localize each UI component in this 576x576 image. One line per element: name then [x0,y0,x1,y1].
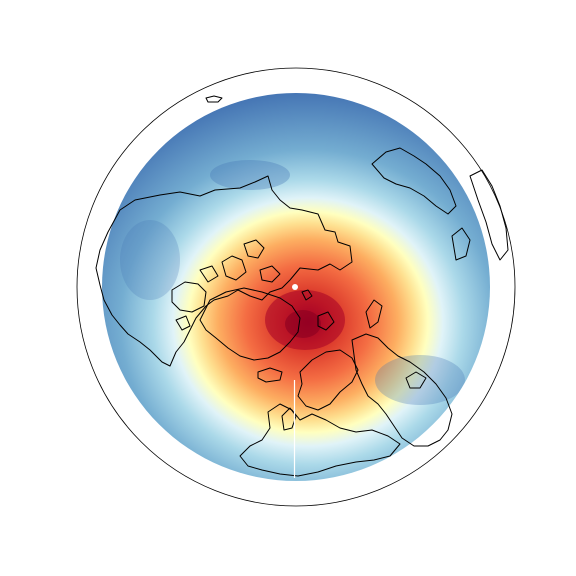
coastline-iceland [257,367,283,383]
coastline-north-america [95,175,353,367]
coastline-scandinavia [297,349,359,411]
coastline-europe [239,403,401,477]
pole-marker [292,284,298,290]
coastline-svalbard [317,311,335,331]
coastline-siberia [351,333,453,447]
coastlines [95,95,509,477]
field-peak [285,310,321,338]
coastline-greenland [199,287,301,361]
coastline-alaska [371,147,457,215]
coastline-hudson-bay [171,281,207,313]
